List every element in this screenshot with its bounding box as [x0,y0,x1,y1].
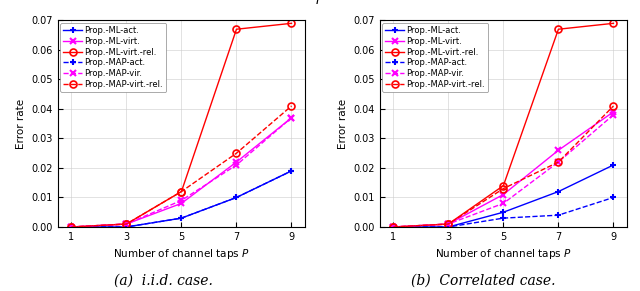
Text: (b)  Correlated case.: (b) Correlated case. [411,274,556,288]
Y-axis label: Error rate: Error rate [16,99,26,149]
Legend: Prop.-ML-act., Prop.-ML-virt., Prop.-ML-virt.-rel., Prop.-MAP-act., Prop.-MAP-vi: Prop.-ML-act., Prop.-ML-virt., Prop.-ML-… [382,23,488,92]
Y-axis label: Error rate: Error rate [338,99,348,149]
X-axis label: Number of channel taps $P$: Number of channel taps $P$ [113,247,250,261]
X-axis label: Number of channel taps $P$: Number of channel taps $P$ [435,247,572,261]
Legend: Prop.-ML-act., Prop.-ML-virt., Prop.-ML-virt.-rel., Prop.-MAP-act., Prop.-MAP-vi: Prop.-ML-act., Prop.-ML-virt., Prop.-ML-… [60,23,166,92]
Text: (a)  i.i.d. case.: (a) i.i.d. case. [114,274,212,288]
Text: $P$: $P$ [316,0,324,7]
